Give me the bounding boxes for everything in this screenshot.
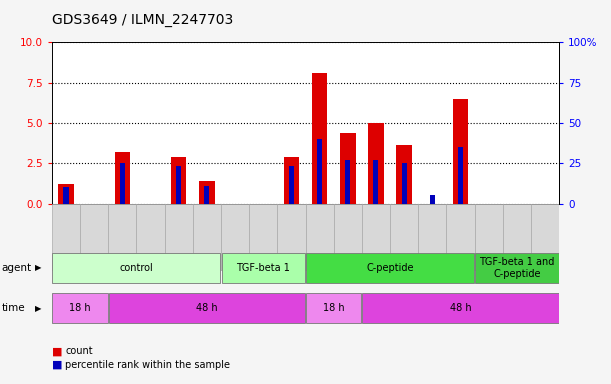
Text: 48 h: 48 h <box>450 303 471 313</box>
Text: 48 h: 48 h <box>196 303 218 313</box>
Bar <box>334 204 362 271</box>
Bar <box>368 123 384 204</box>
Bar <box>64 187 68 204</box>
Bar <box>108 204 136 271</box>
Bar <box>531 204 559 271</box>
Text: GDS3649 / ILMN_2247703: GDS3649 / ILMN_2247703 <box>52 13 233 27</box>
Bar <box>362 204 390 271</box>
Bar <box>176 166 181 204</box>
Text: C-peptide: C-peptide <box>366 263 414 273</box>
Bar <box>277 204 306 271</box>
Bar <box>503 204 531 271</box>
Bar <box>193 204 221 271</box>
Text: ▶: ▶ <box>35 263 42 272</box>
Bar <box>222 253 305 283</box>
Bar <box>164 204 193 271</box>
Bar <box>204 186 210 204</box>
Bar <box>475 253 558 283</box>
Bar <box>52 204 80 271</box>
Text: 18 h: 18 h <box>323 303 345 313</box>
Text: percentile rank within the sample: percentile rank within the sample <box>65 360 230 370</box>
Text: agent: agent <box>1 263 31 273</box>
Text: ▶: ▶ <box>35 304 42 313</box>
Bar <box>362 293 558 323</box>
Bar <box>430 195 435 204</box>
Bar <box>53 253 221 283</box>
Bar <box>418 204 447 271</box>
Text: count: count <box>65 346 93 356</box>
Bar <box>115 152 130 204</box>
Bar <box>109 293 305 323</box>
Bar <box>171 157 186 204</box>
Bar <box>53 293 108 323</box>
Bar <box>475 204 503 271</box>
Text: ■: ■ <box>52 360 62 370</box>
Bar <box>401 163 407 204</box>
Bar <box>120 163 125 204</box>
Text: time: time <box>1 303 25 313</box>
Text: TGF-beta 1: TGF-beta 1 <box>236 263 290 273</box>
Text: 18 h: 18 h <box>69 303 91 313</box>
Bar <box>306 253 474 283</box>
Bar <box>289 166 294 204</box>
Bar <box>345 160 350 204</box>
Bar <box>249 204 277 271</box>
Text: TGF-beta 1 and
C-peptide: TGF-beta 1 and C-peptide <box>479 257 555 279</box>
Bar <box>284 157 299 204</box>
Bar <box>306 204 334 271</box>
Bar <box>373 160 378 204</box>
Bar <box>397 146 412 204</box>
Bar <box>458 147 463 204</box>
Bar <box>199 181 214 204</box>
Bar <box>312 73 327 204</box>
Bar <box>80 204 108 271</box>
Bar <box>58 184 74 204</box>
Bar <box>340 132 356 204</box>
Text: ■: ■ <box>52 346 62 356</box>
Bar <box>221 204 249 271</box>
Text: control: control <box>120 263 153 273</box>
Bar <box>447 204 475 271</box>
Bar <box>306 293 361 323</box>
Bar <box>317 139 322 204</box>
Bar <box>453 99 468 204</box>
Bar <box>390 204 418 271</box>
Bar <box>136 204 164 271</box>
